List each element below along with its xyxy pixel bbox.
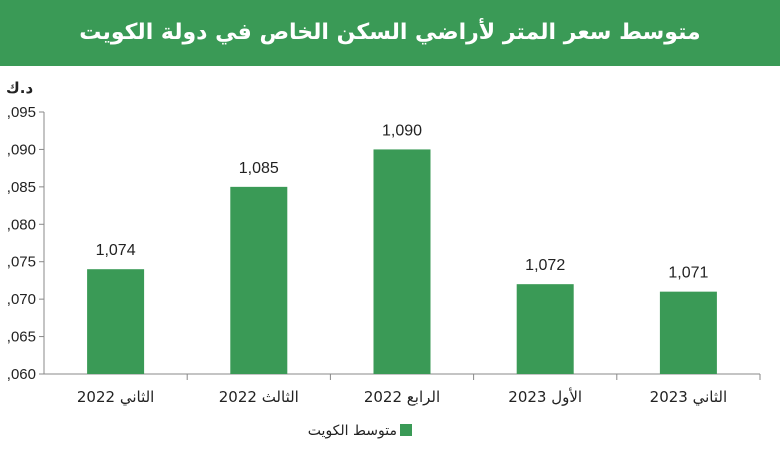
data-label: 1,090 (382, 122, 422, 139)
y-tick-label: ,060 (7, 366, 36, 383)
data-label: 1,072 (525, 257, 565, 274)
y-axis-unit: د.ك (6, 79, 33, 97)
chart-title: متوسط سعر المتر لأراضي السكن الخاص في دو… (79, 20, 701, 45)
y-tick-label: ,075 (7, 254, 36, 271)
y-tick-label: ,090 (7, 141, 36, 158)
x-tick-label: الثاني 2023 (650, 388, 727, 407)
legend-label: متوسط الكويت (308, 423, 397, 439)
y-tick-label: ,085 (7, 179, 36, 196)
y-tick-label: ,065 (7, 329, 36, 346)
legend-swatch (400, 424, 412, 436)
bar (373, 149, 431, 374)
y-tick-label: ,080 (7, 216, 36, 233)
data-label: 1,074 (96, 242, 136, 259)
x-tick-label: الثاني 2022 (77, 388, 154, 407)
bar (230, 186, 288, 374)
x-tick-label: الثالث 2022 (219, 388, 299, 406)
x-tick-label: الرابع 2022 (364, 388, 440, 406)
bar (87, 269, 145, 374)
y-tick-label: ,095 (7, 104, 36, 121)
data-label: 1,085 (239, 160, 279, 177)
chart-title-bar (0, 0, 780, 66)
y-tick-label: ,070 (7, 291, 36, 308)
bar (659, 291, 717, 374)
x-tick-label: الأول 2023 (508, 387, 582, 406)
data-label: 1,071 (668, 265, 708, 282)
bar (516, 284, 574, 374)
